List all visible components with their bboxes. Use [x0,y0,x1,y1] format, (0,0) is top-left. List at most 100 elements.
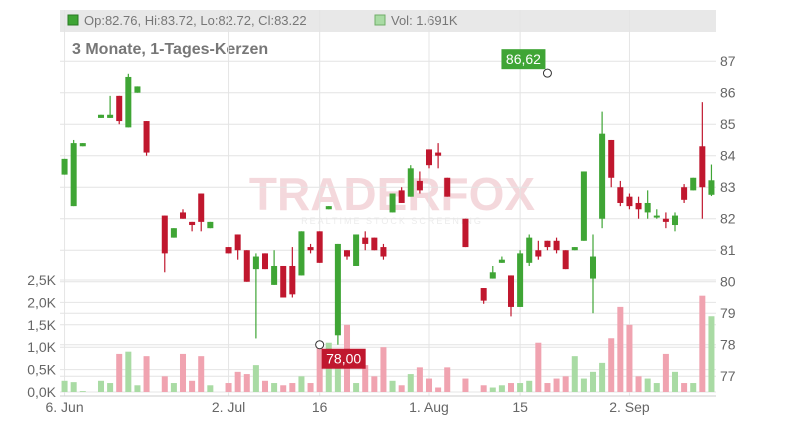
date-tick-label: 2. Sep [609,399,650,415]
volume-bar [599,362,606,392]
volume-bar [70,382,77,392]
volume-bar [626,324,633,392]
candle-body [380,247,387,257]
candle-body [498,259,505,263]
volume-tick-label: 1,5K [27,317,56,333]
candle-body [179,212,187,219]
axis-labels: 77 78 79 80 81 82 83 84 85 86 87 0,0K 0,5K 1,0K 1,5K 2,… [27,53,736,415]
price-tick-label: 81 [720,242,736,258]
volume-bar [562,376,569,392]
candle-body [699,146,706,188]
candle-body [589,256,597,279]
volume-bar [143,356,150,392]
volume-bar [198,356,205,392]
candle-body [289,265,296,295]
price-tick-label: 83 [720,179,736,195]
candle-body [161,215,168,254]
volume-bar [371,376,378,392]
candle-body [316,231,323,263]
candle-body [617,187,624,203]
price-tick-label: 77 [720,368,736,384]
watermark-tagline: REALTIME STOCK SCREENING [301,216,483,226]
candle-body [608,139,615,178]
candle-body [553,240,560,251]
extreme-annotations: 86,62 78,00 [315,49,552,369]
candle-body [234,234,241,251]
candle-body [444,177,451,197]
candle-body [70,143,77,207]
volume-tick-label: 2,5K [27,272,56,288]
candle-body [681,187,688,200]
volume-bar [444,367,451,392]
candle-body [353,234,360,266]
volume-bar [261,380,269,392]
low-label-box [321,348,366,369]
candle-body [198,193,205,222]
volume-bar [544,383,551,392]
candle-body [462,218,469,248]
volume-bar [535,342,542,392]
volume-bar [416,367,423,392]
date-tick-label: 6. Jun [45,399,83,415]
candle-body [170,228,177,238]
high-label-box [501,49,546,70]
candle-body [407,168,414,197]
candle-body [398,190,405,203]
volume-bar [644,378,651,392]
volume-bar [97,380,105,392]
low-label: 78,00 [326,351,361,367]
volume-bar [699,295,706,392]
volume-tick-label: 1,0K [27,339,56,355]
volume-bar [116,353,123,392]
volume-bar [608,338,615,392]
volume-bar [161,376,168,392]
candle-body [571,247,578,251]
candle-body [562,250,569,270]
chart-header-bar [60,10,716,32]
candle-body [425,149,433,166]
volume-bar [425,378,433,392]
volume-bar [79,391,86,392]
volume-bar [179,353,187,392]
candle-body [107,114,114,118]
volume-tick-label: 0,5K [27,362,56,378]
volume-bar [690,383,697,392]
candle-body [61,158,68,175]
candle-body [489,272,496,279]
price-tick-label: 80 [720,274,736,290]
candle-body [134,86,141,93]
volume-bar [107,383,114,392]
volume-bar [480,385,487,392]
volume-bar [662,353,669,392]
price-legend-swatch [67,14,79,26]
volume-bar [498,385,505,392]
candle-body [517,253,524,307]
candle-body [435,152,442,156]
candle-body [252,256,259,270]
candle-body [644,202,651,213]
volume-bar [389,380,396,392]
volume-bar [380,347,387,392]
candle-body [143,121,150,153]
candle-body [362,237,369,244]
candle-body [261,253,269,270]
candle-body [298,231,305,276]
price-tick-label: 86 [720,85,736,101]
volume-bar [671,371,679,392]
volume-bar [207,385,214,392]
candle-body [690,177,697,191]
date-tick-label: 16 [312,399,328,415]
volume-bar [316,342,323,392]
candle-body [544,240,551,248]
candle-body [626,196,633,207]
candlesticks [61,73,715,345]
candle-body [280,265,287,298]
candle-body [708,180,715,195]
price-tick-label: 84 [720,148,736,164]
volume-bar [517,383,524,392]
volume-bar [635,376,642,392]
candle-body [189,221,196,226]
candle-body [334,243,341,336]
candle-body [635,202,642,210]
